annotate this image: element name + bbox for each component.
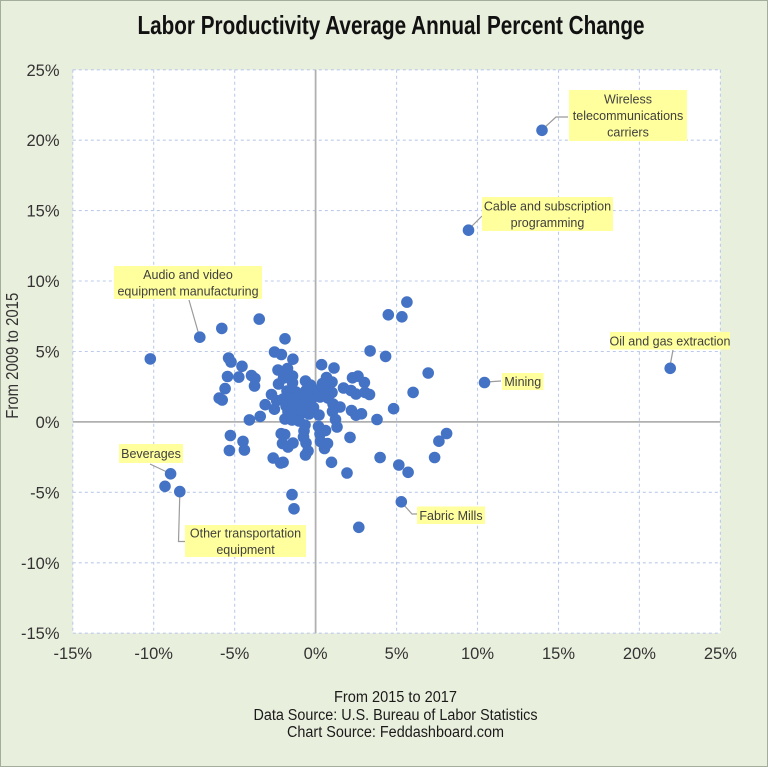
svg-text:programming: programming — [511, 216, 585, 230]
svg-text:5%: 5% — [385, 645, 409, 663]
svg-text:20%: 20% — [623, 645, 656, 663]
svg-text:20%: 20% — [26, 132, 59, 150]
svg-text:Fabric Mills: Fabric Mills — [419, 509, 482, 523]
svg-text:Audio and video: Audio and video — [143, 268, 233, 282]
svg-text:-10%: -10% — [134, 645, 173, 663]
svg-text:15%: 15% — [542, 645, 575, 663]
svg-text:-5%: -5% — [30, 484, 60, 502]
svg-text:10%: 10% — [26, 273, 59, 291]
svg-text:Other transportation: Other transportation — [190, 526, 301, 540]
svg-text:5%: 5% — [36, 344, 60, 362]
svg-text:15%: 15% — [26, 203, 59, 221]
svg-text:Labor Productivity Average Ann: Labor Productivity Average Annual Percen… — [138, 10, 645, 40]
svg-text:25%: 25% — [26, 62, 59, 80]
svg-text:From 2015 to 2017: From 2015 to 2017 — [334, 689, 457, 706]
svg-text:Chart Source: Feddashboard.com: Chart Source: Feddashboard.com — [287, 724, 504, 741]
svg-text:Oil and gas extraction: Oil and gas extraction — [610, 334, 731, 348]
svg-text:equipment manufacturing: equipment manufacturing — [117, 284, 258, 298]
svg-text:Beverages: Beverages — [121, 447, 181, 461]
svg-text:equipment: equipment — [216, 543, 275, 557]
svg-text:telecommunications: telecommunications — [573, 109, 683, 123]
svg-text:carriers: carriers — [607, 126, 649, 140]
svg-text:0%: 0% — [304, 645, 328, 663]
svg-text:Cable and subscription: Cable and subscription — [484, 199, 611, 213]
svg-text:-15%: -15% — [54, 645, 93, 663]
svg-text:Data Source: U.S. Bureau of La: Data Source: U.S. Bureau of Labor Statis… — [254, 707, 538, 724]
svg-text:-10%: -10% — [21, 555, 60, 573]
svg-text:From 2009 to 2015: From 2009 to 2015 — [2, 293, 22, 419]
svg-text:10%: 10% — [461, 645, 494, 663]
svg-text:0%: 0% — [36, 414, 60, 432]
svg-text:Mining: Mining — [504, 375, 541, 389]
svg-text:-5%: -5% — [220, 645, 250, 663]
svg-text:Wireless: Wireless — [604, 93, 652, 107]
svg-text:-15%: -15% — [21, 625, 60, 643]
svg-text:25%: 25% — [704, 645, 737, 663]
